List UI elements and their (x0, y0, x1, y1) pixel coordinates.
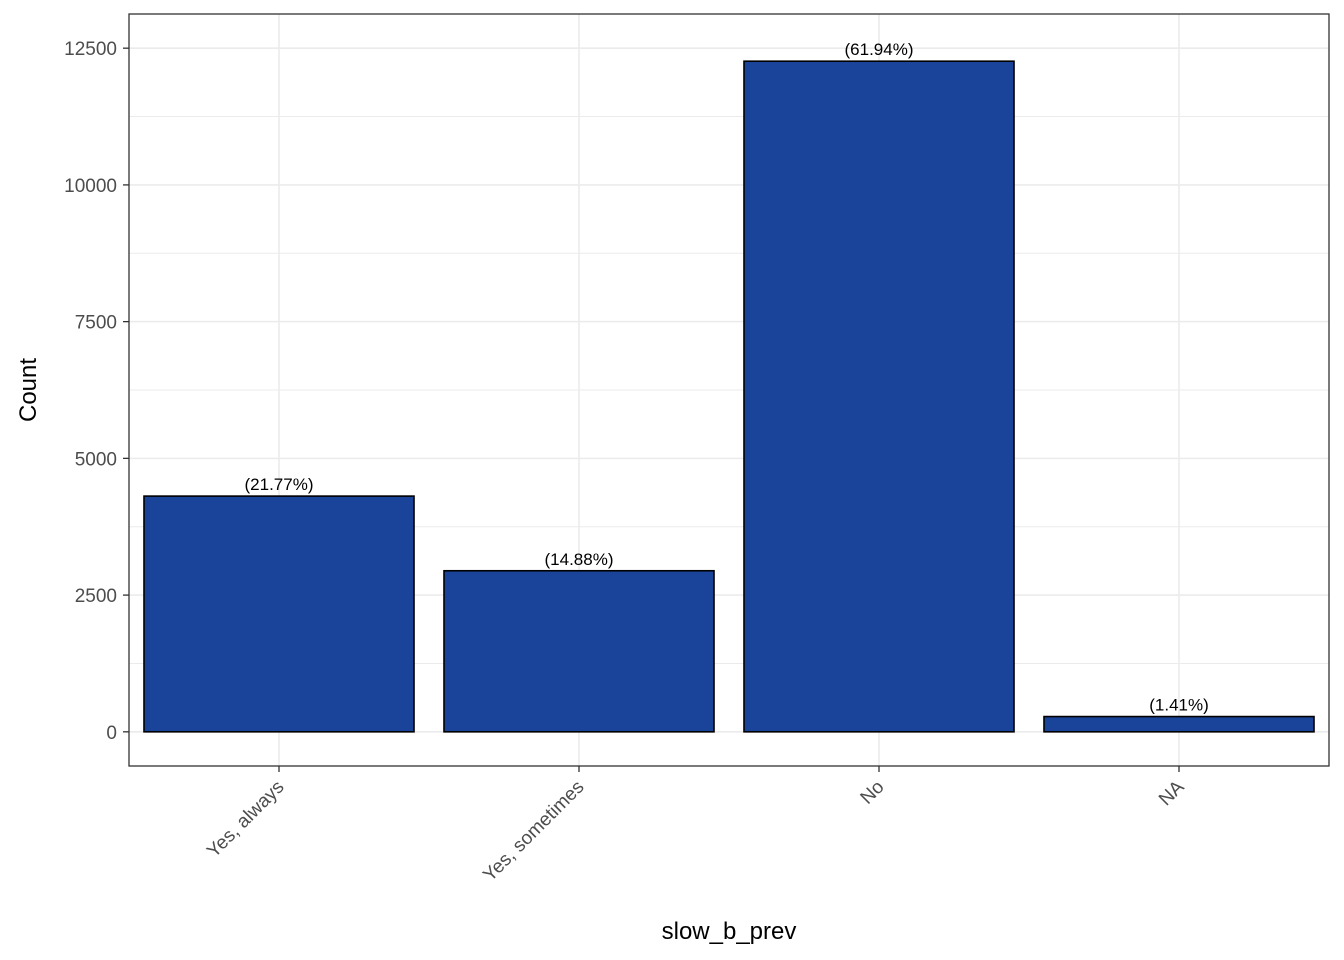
data-label: (21.77%) (245, 475, 314, 494)
bar (143, 495, 415, 733)
y-axis-title: Count (15, 358, 42, 422)
x-tick-label: Yes, always (203, 777, 288, 862)
bar (743, 60, 1015, 733)
bars (143, 60, 1315, 733)
y-tick-label: 5000 (75, 449, 117, 470)
x-tick-label: NA (1155, 776, 1189, 810)
y-tick-label: 10000 (64, 176, 117, 197)
bar (1043, 715, 1315, 733)
data-label: (14.88%) (545, 550, 614, 569)
y-axis: 0 2500 5000 7500 10000 12500 (64, 39, 129, 744)
plot-panel-border (128, 13, 1330, 767)
y-tick-label: 12500 (64, 39, 117, 60)
bar (443, 569, 715, 733)
data-label: (1.41%) (1149, 696, 1209, 715)
x-axis-title: slow_b_prev (662, 918, 797, 945)
y-tick-label: 0 (106, 723, 117, 744)
x-axis: Yes, always Yes, sometimes No NA (203, 766, 1189, 886)
y-tick-label: 2500 (75, 586, 117, 607)
data-label: (61.94%) (845, 40, 914, 59)
x-tick-label: Yes, sometimes (479, 777, 588, 886)
y-tick-label: 7500 (75, 313, 117, 334)
x-tick-label: No (857, 777, 889, 809)
data-labels: (21.77%) (14.88%) (61.94%) (1.41%) (245, 40, 1209, 714)
